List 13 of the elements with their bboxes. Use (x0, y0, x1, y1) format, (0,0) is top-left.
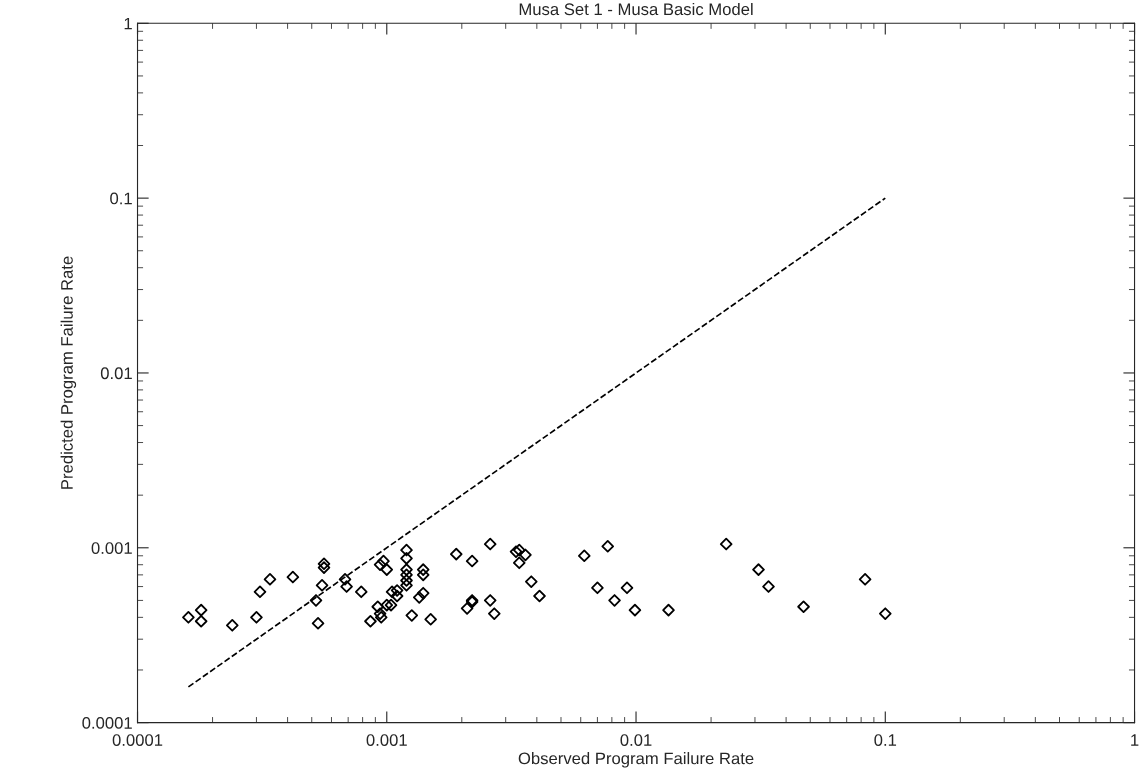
y-axis-title: Predicted Program Failure Rate (60, 256, 77, 489)
x-tick-label: 0.001 (366, 734, 407, 746)
y-tick-label: 0.1 (110, 192, 132, 205)
chart-title: Musa Set 1 - Musa Basic Model (519, 2, 753, 16)
x-tick-label: 0.0001 (112, 734, 163, 746)
x-axis-title: Observed Program Failure Rate (518, 752, 754, 768)
y-tick-label: 0.01 (100, 367, 132, 380)
y-tick-label: 0.0001 (82, 717, 132, 729)
x-tick-label: 0.1 (874, 734, 897, 746)
y-tick-label: 0.001 (91, 542, 132, 554)
x-tick-label: 0.01 (620, 734, 652, 746)
x-tick-label: 1 (1131, 734, 1139, 746)
y-tick-label: 1 (124, 17, 132, 30)
